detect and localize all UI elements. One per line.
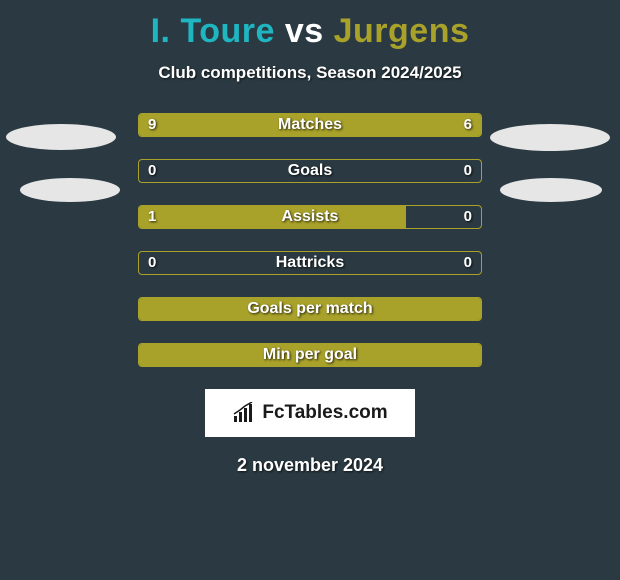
stat-value-left: 1 (148, 205, 156, 229)
logo-text: FcTables.com (262, 402, 387, 424)
bar-track (138, 159, 482, 183)
stat-value-left: 9 (148, 113, 156, 137)
avatar-ellipse-2 (490, 124, 610, 151)
bar-track (138, 251, 482, 275)
subtitle: Club competitions, Season 2024/2025 (0, 63, 620, 83)
bar-track (138, 113, 482, 137)
avatar-ellipse-1 (20, 178, 120, 202)
bar-left (139, 206, 406, 228)
stat-value-left: 0 (148, 251, 156, 275)
stat-value-right: 0 (464, 205, 472, 229)
bar-left (139, 344, 481, 366)
stats-chart: Matches96Goals00Assists10Hattricks00Goal… (0, 113, 620, 367)
date-text: 2 november 2024 (0, 455, 620, 476)
stat-row: Goals per match (0, 297, 620, 321)
chart-icon (232, 402, 258, 424)
stat-row: Min per goal (0, 343, 620, 367)
bar-left (139, 298, 481, 320)
vs-text: vs (285, 12, 324, 50)
stat-value-right: 0 (464, 251, 472, 275)
bar-track (138, 297, 482, 321)
stat-row: Assists10 (0, 205, 620, 229)
bar-track (138, 205, 482, 229)
stat-value-right: 0 (464, 159, 472, 183)
logo-box: FcTables.com (205, 389, 415, 437)
bar-left (139, 114, 406, 136)
avatar-ellipse-3 (500, 178, 602, 202)
bar-track (138, 343, 482, 367)
avatar-ellipse-0 (6, 124, 116, 150)
stat-value-right: 6 (464, 113, 472, 137)
stat-row: Hattricks00 (0, 251, 620, 275)
comparison-title: I. Toure vs Jurgens (0, 0, 620, 51)
player2-name: Jurgens (334, 12, 470, 50)
stat-value-left: 0 (148, 159, 156, 183)
player1-name: I. Toure (151, 12, 275, 50)
